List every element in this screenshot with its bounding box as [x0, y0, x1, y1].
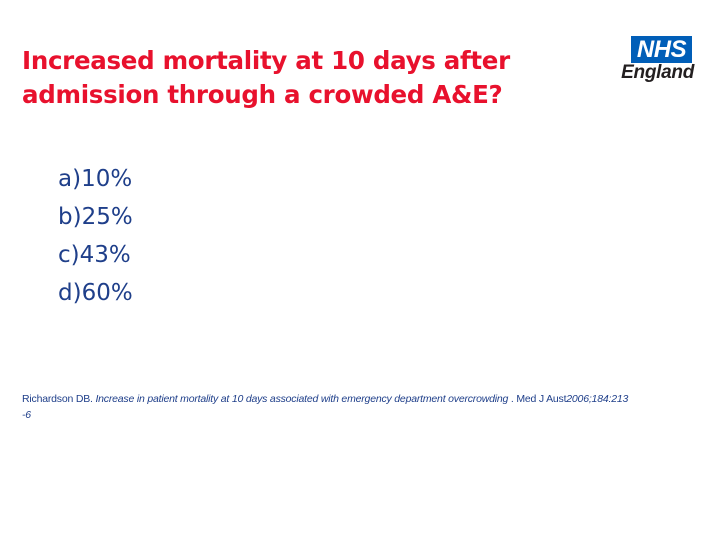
citation-journal: . Med J Aust: [508, 393, 567, 405]
citation: Richardson DB. Increase in patient morta…: [22, 391, 702, 423]
option-c: c)43%: [58, 242, 131, 268]
title-line-2: admission through a crowded A&E?: [22, 80, 503, 109]
answer-options: a)10% b)25% c)43% d)60%: [58, 160, 133, 312]
option-a: a)10%: [58, 166, 133, 192]
option-b: b)25%: [58, 204, 133, 230]
slide-title: Increased mortality at 10 days after adm…: [22, 44, 582, 112]
title-line-1: Increased mortality at 10 days after: [22, 46, 510, 75]
nhs-logo-box: NHS: [631, 36, 692, 63]
citation-pages: -6: [22, 409, 31, 421]
citation-authors: Richardson DB.: [22, 393, 96, 405]
citation-details: 2006;184:213: [566, 393, 629, 405]
citation-article: Increase in patient mortality at 10 days…: [95, 393, 509, 405]
option-d: d)60%: [58, 280, 133, 306]
nhs-england-logo: NHS England: [614, 36, 694, 86]
england-logo-text: England: [621, 62, 694, 83]
